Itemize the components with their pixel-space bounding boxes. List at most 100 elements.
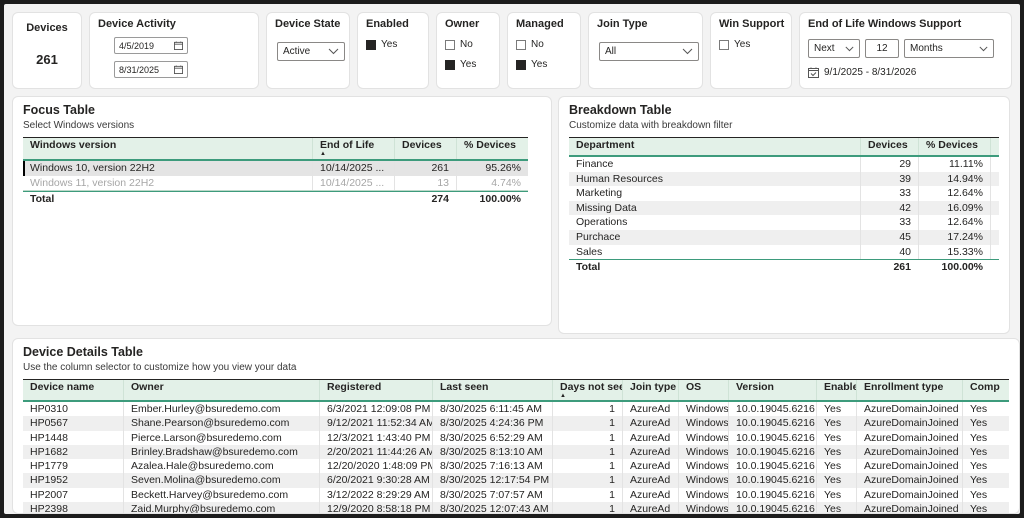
managed-filter-title: Managed — [516, 18, 564, 30]
col-header-join-type[interactable]: Join type — [622, 380, 678, 400]
cell-device-name: HP0567 — [30, 417, 68, 430]
cell-registered: 6/20/2021 9:30:28 AM — [319, 473, 432, 488]
focus-row-windows11[interactable]: Windows 11, version 22H2 10/14/2025 ... … — [23, 176, 528, 191]
col-header-enabled[interactable]: Enabled — [816, 380, 856, 400]
cell-version: 10.0.19045.6216 — [728, 502, 816, 513]
device-row[interactable]: HP2398 Zaid.Murphy@bsuredemo.com 12/9/20… — [23, 502, 1009, 514]
focus-table-panel: Focus Table Select Windows versions Wind… — [12, 96, 552, 326]
cell-os: Windows — [678, 473, 728, 488]
cell-total-label: Total — [576, 261, 601, 274]
cell-devices: 33 — [860, 215, 918, 230]
owner-filter-card: Owner No Yes — [436, 12, 500, 89]
col-header-compliant[interactable]: Comp — [962, 380, 1009, 400]
breakdown-row[interactable]: Missing Data 42 16.09% — [569, 200, 999, 216]
activity-end-date-input[interactable]: 8/31/2025 — [114, 61, 188, 78]
cell-eol: 10/14/2025 ... — [312, 161, 394, 176]
cell-enrollment: AzureDomainJoined — [856, 502, 962, 513]
col-header-days-not-seen[interactable]: Days not seen▲ — [552, 380, 622, 400]
col-header-registered[interactable]: Registered — [319, 380, 432, 400]
cutoff-column-sliver — [990, 244, 999, 260]
device-activity-card: Device Activity 4/5/2019 8/31/2025 — [89, 12, 259, 89]
breakdown-row[interactable]: Operations 33 12.64% — [569, 215, 999, 230]
cell-os: Windows — [678, 416, 728, 431]
cell-version: 10.0.19045.6216 — [728, 473, 816, 488]
sort-asc-icon: ▲ — [320, 151, 326, 157]
device-row[interactable]: HP0567 Shane.Pearson@bsuredemo.com 9/12/… — [23, 416, 1009, 431]
col-header-version[interactable]: Version — [728, 380, 816, 400]
cell-version: 10.0.19045.6216 — [728, 459, 816, 474]
enabled-filter-card: Enabled Yes — [357, 12, 429, 89]
cutoff-column-sliver — [990, 215, 999, 230]
cell-join: AzureAd — [622, 430, 678, 445]
eol-period-mode-dropdown[interactable]: Next — [808, 39, 860, 58]
breakdown-row[interactable]: Sales 40 15.33% — [569, 244, 999, 260]
cell-last-seen: 8/30/2025 12:17:54 PM — [432, 473, 552, 488]
col-header-devices[interactable]: Devices — [860, 138, 918, 155]
checkbox-unchecked-icon — [516, 39, 526, 50]
cell-last-seen: 8/30/2025 6:52:29 AM — [432, 430, 552, 445]
devices-count-value: 261 — [36, 52, 58, 67]
calendar-icon — [174, 65, 183, 74]
cell-enabled: Yes — [816, 444, 856, 460]
cell-total-pct: 100.00% — [941, 261, 983, 274]
owner-no-checkbox[interactable]: No — [445, 39, 491, 50]
breakdown-row[interactable]: Purchace 45 17.24% — [569, 229, 999, 245]
col-header-last-seen[interactable]: Last seen — [432, 380, 552, 400]
col-header-device-name[interactable]: Device name — [30, 381, 95, 393]
breakdown-row[interactable]: Finance 29 11.11% — [569, 157, 999, 172]
col-header-os[interactable]: OS — [678, 380, 728, 400]
col-header-pct-devices[interactable]: % Devices — [918, 138, 990, 155]
device-row[interactable]: HP0310 Ember.Hurley@bsuredemo.com 6/3/20… — [23, 402, 1009, 417]
col-header-pct-devices[interactable]: % Devices — [456, 138, 528, 159]
cell-devices: 42 — [860, 200, 918, 216]
eol-period-value: 12 — [876, 43, 888, 54]
eol-period-unit-dropdown[interactable]: Months — [904, 39, 994, 58]
cell-enrollment: AzureDomainJoined — [856, 444, 962, 460]
device-state-dropdown[interactable]: Active — [277, 42, 345, 61]
eol-period-value-input[interactable]: 12 — [865, 39, 899, 58]
cell-registered: 6/3/2021 12:09:08 PM — [319, 402, 432, 417]
join-type-dropdown[interactable]: All — [599, 42, 699, 61]
col-header-owner[interactable]: Owner — [123, 380, 319, 400]
win-support-title: Win Support — [719, 18, 785, 30]
cell-days: 1 — [552, 487, 622, 503]
cell-last-seen: 8/30/2025 7:07:57 AM — [432, 487, 552, 503]
managed-yes-checkbox[interactable]: Yes — [516, 59, 572, 70]
device-row[interactable]: HP2007 Beckett.Harvey@bsuredemo.com 3/12… — [23, 487, 1009, 503]
device-row[interactable]: HP1448 Pierce.Larson@bsuredemo.com 12/3/… — [23, 430, 1009, 445]
managed-no-label: No — [531, 39, 544, 50]
breakdown-table-subtitle: Customize data with breakdown filter — [569, 120, 733, 131]
device-row[interactable]: HP1952 Seven.Molina@bsuredemo.com 6/20/2… — [23, 473, 1009, 488]
cell-devices: 13 — [394, 176, 456, 190]
cell-join: AzureAd — [622, 459, 678, 474]
join-type-selected: All — [605, 46, 617, 57]
breakdown-row[interactable]: Human Resources 39 14.94% — [569, 171, 999, 187]
enabled-yes-checkbox[interactable]: Yes — [366, 39, 420, 50]
cell-device-name: HP2398 — [30, 503, 68, 514]
cell-enabled: Yes — [816, 502, 856, 513]
breakdown-row[interactable]: Marketing 33 12.64% — [569, 186, 999, 201]
cell-version: 10.0.19045.6216 — [728, 444, 816, 460]
col-header-enrollment-type[interactable]: Enrollment type — [856, 380, 962, 400]
cell-version: 10.0.19045.6216 — [728, 487, 816, 503]
device-details-panel: Device Details Table Use the column sele… — [12, 338, 1020, 514]
cell-compliant: Yes — [962, 444, 1009, 460]
cell-join: AzureAd — [622, 502, 678, 513]
focus-row-windows10[interactable]: Windows 10, version 22H2 10/14/2025 ... … — [23, 161, 528, 176]
col-header-end-of-life[interactable]: End of Life ▲ — [312, 138, 394, 159]
cell-last-seen: 8/30/2025 8:13:10 AM — [432, 444, 552, 460]
activity-start-date-input[interactable]: 4/5/2019 — [114, 37, 188, 54]
cell-owner: Beckett.Harvey@bsuredemo.com — [123, 487, 319, 503]
win-support-yes-checkbox[interactable]: Yes — [719, 39, 783, 50]
col-header-department[interactable]: Department — [576, 139, 635, 151]
owner-yes-checkbox[interactable]: Yes — [445, 59, 491, 70]
cell-pct: 17.24% — [918, 229, 990, 245]
device-activity-title: Device Activity — [98, 18, 176, 30]
managed-no-checkbox[interactable]: No — [516, 39, 572, 50]
col-header-devices[interactable]: Devices — [394, 138, 456, 159]
device-row[interactable]: HP1682 Brinley.Bradshaw@bsuredemo.com 2/… — [23, 444, 1009, 460]
device-row[interactable]: HP1779 Azalea.Hale@bsuredemo.com 12/20/2… — [23, 459, 1009, 474]
col-header-windows-version[interactable]: Windows version — [30, 139, 117, 151]
cell-enabled: Yes — [816, 473, 856, 488]
cell-version: Windows 10, version 22H2 — [23, 161, 312, 176]
